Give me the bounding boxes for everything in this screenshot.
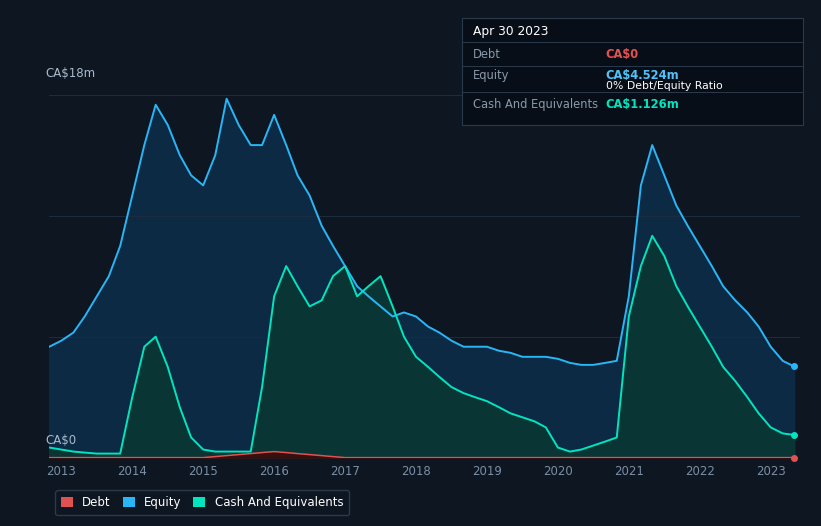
Text: CA$4.524m: CA$4.524m <box>606 68 680 82</box>
Text: Equity: Equity <box>473 68 509 82</box>
Text: CA$0: CA$0 <box>45 434 76 447</box>
Text: CA$1.126m: CA$1.126m <box>606 98 680 112</box>
Legend: Debt, Equity, Cash And Equivalents: Debt, Equity, Cash And Equivalents <box>55 490 349 515</box>
Text: Debt: Debt <box>473 48 501 62</box>
Text: Cash And Equivalents: Cash And Equivalents <box>473 98 598 112</box>
Text: Apr 30 2023: Apr 30 2023 <box>473 25 548 37</box>
Text: 0% Debt/Equity Ratio: 0% Debt/Equity Ratio <box>606 82 722 92</box>
Text: CA$18m: CA$18m <box>45 67 95 80</box>
Text: CA$0: CA$0 <box>606 48 639 62</box>
